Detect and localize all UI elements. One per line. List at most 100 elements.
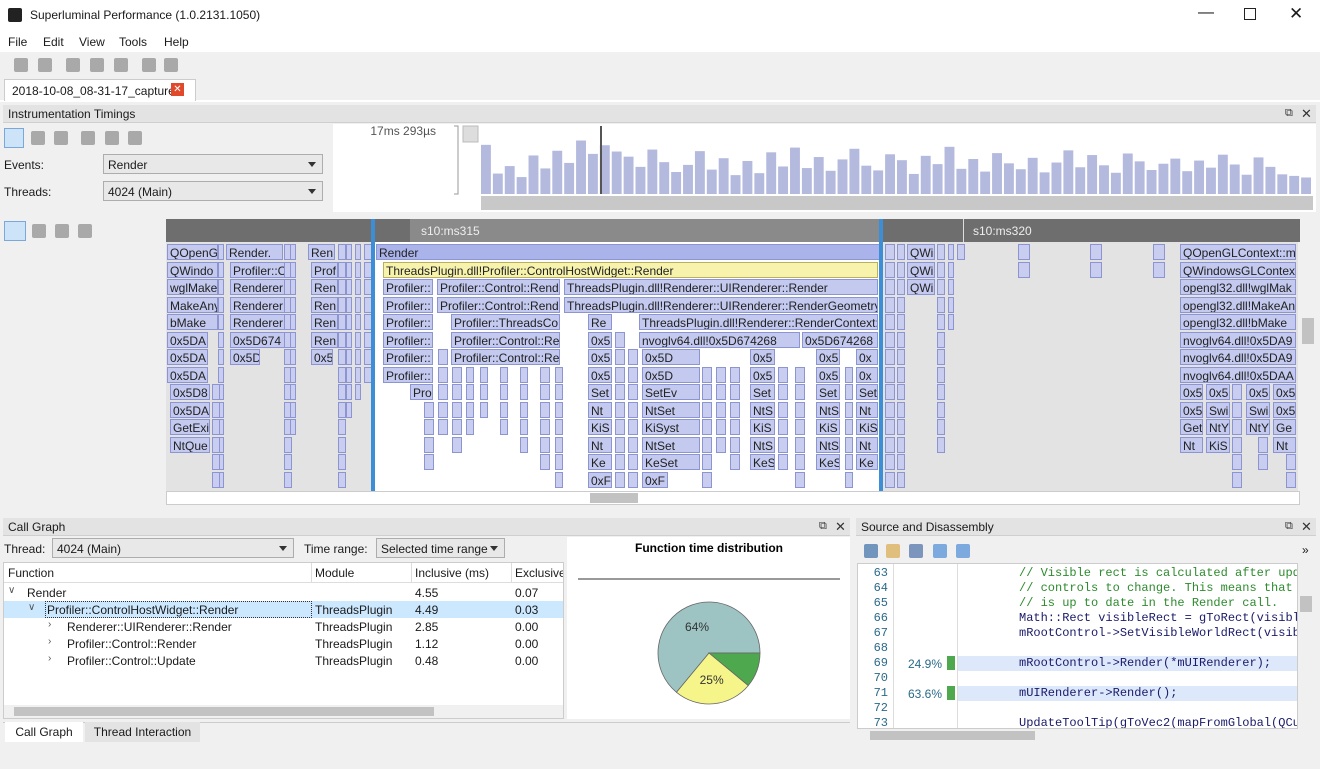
event-block[interactable] xyxy=(500,401,508,418)
event-block[interactable] xyxy=(937,419,945,435)
event-block[interactable] xyxy=(795,436,805,453)
pie-slice[interactable] xyxy=(657,601,761,693)
event-block[interactable] xyxy=(540,454,550,470)
event-block[interactable] xyxy=(338,296,346,313)
event-block[interactable]: KiS xyxy=(816,419,840,435)
event-block[interactable] xyxy=(346,244,352,260)
event-block[interactable]: 0x5D674268 xyxy=(802,331,878,348)
event-block[interactable] xyxy=(338,349,346,365)
event-block[interactable] xyxy=(716,419,726,435)
event-block[interactable]: NtSet xyxy=(642,401,700,418)
event-block[interactable] xyxy=(628,419,638,435)
event-block[interactable] xyxy=(937,279,945,295)
column-header[interactable]: Module xyxy=(315,566,355,580)
event-block[interactable] xyxy=(284,454,292,470)
event-block[interactable]: 0x xyxy=(856,349,878,365)
event-block[interactable] xyxy=(937,261,945,278)
event-block[interactable] xyxy=(290,331,296,348)
event-block[interactable] xyxy=(730,366,740,383)
event-block[interactable]: Nt xyxy=(1273,436,1296,453)
event-block[interactable]: Ren xyxy=(311,296,338,313)
event-block[interactable] xyxy=(937,296,945,313)
event-block[interactable] xyxy=(702,454,712,470)
menu-item[interactable]: Tools xyxy=(119,35,148,49)
event-block[interactable] xyxy=(937,366,945,383)
event-block[interactable]: KiS xyxy=(1206,436,1230,453)
toolbar-button[interactable] xyxy=(114,58,128,72)
event-block[interactable] xyxy=(702,471,712,488)
event-block[interactable] xyxy=(466,419,474,435)
event-block[interactable] xyxy=(885,401,895,418)
event-block[interactable]: Profiler::Control::Re xyxy=(451,331,560,348)
function-name[interactable]: Profiler::Control::Render xyxy=(67,637,197,651)
event-block[interactable] xyxy=(290,419,296,435)
event-block[interactable]: bMake xyxy=(167,314,218,330)
event-block[interactable] xyxy=(615,419,625,435)
event-block[interactable] xyxy=(845,454,853,470)
event-block[interactable] xyxy=(284,436,292,453)
event-block[interactable]: 0x5 xyxy=(311,349,333,365)
event-block[interactable] xyxy=(452,436,462,453)
expander[interactable]: ∨ xyxy=(28,602,36,613)
event-block[interactable] xyxy=(615,331,625,348)
pie-slice[interactable] xyxy=(707,652,761,687)
event-block[interactable]: 0x5DA xyxy=(167,349,208,365)
event-block[interactable] xyxy=(212,419,220,435)
event-block[interactable]: NtS xyxy=(816,436,840,453)
event-block[interactable]: 0x5 xyxy=(1180,384,1203,400)
event-block[interactable] xyxy=(212,384,220,400)
event-block[interactable] xyxy=(338,419,346,435)
event-block[interactable]: Set xyxy=(856,384,878,400)
sort-tool[interactable] xyxy=(105,131,119,145)
event-block[interactable] xyxy=(500,419,508,435)
event-block[interactable] xyxy=(346,296,352,313)
float-button[interactable]: ⧉ xyxy=(819,520,827,532)
event-block[interactable]: GetExi xyxy=(170,419,210,435)
event-block[interactable] xyxy=(615,436,625,453)
event-block[interactable] xyxy=(948,314,954,330)
event-block[interactable] xyxy=(795,366,805,383)
event-block[interactable] xyxy=(1018,261,1030,278)
tab-label[interactable]: 2018-10-08_08-31-17_capture xyxy=(12,84,175,98)
event-block[interactable] xyxy=(615,401,625,418)
event-block[interactable] xyxy=(730,419,740,435)
event-block[interactable] xyxy=(438,384,448,400)
event-block[interactable]: Set xyxy=(816,384,840,400)
event-block[interactable]: Set xyxy=(750,384,775,400)
event-block[interactable] xyxy=(885,471,895,488)
event-block[interactable]: nvoglv64.dll!0x5DAA xyxy=(1180,366,1296,383)
event-block[interactable] xyxy=(897,419,905,435)
event-block[interactable]: Swi xyxy=(1206,401,1230,418)
tree-tool[interactable] xyxy=(128,131,142,145)
event-block[interactable] xyxy=(338,384,346,400)
event-block[interactable] xyxy=(338,401,346,418)
toolbar-button[interactable] xyxy=(38,58,52,72)
bottom-tab[interactable]: Call Graph xyxy=(5,722,83,742)
event-block[interactable] xyxy=(290,384,296,400)
event-block[interactable] xyxy=(885,261,895,278)
event-block[interactable] xyxy=(284,471,292,488)
event-block[interactable] xyxy=(346,314,352,330)
event-block[interactable]: nvoglv64.dll!0x5DA9 xyxy=(1180,331,1296,348)
event-block[interactable] xyxy=(520,384,528,400)
event-block[interactable] xyxy=(716,384,726,400)
event-block[interactable] xyxy=(466,384,474,400)
event-block[interactable]: NtS xyxy=(816,401,840,418)
event-block[interactable]: 0x5DA xyxy=(167,366,208,383)
pan-tool[interactable] xyxy=(55,224,69,238)
event-block[interactable] xyxy=(346,279,352,295)
event-block[interactable] xyxy=(778,384,788,400)
close-button[interactable]: ✕ xyxy=(1289,4,1304,23)
event-block[interactable] xyxy=(1258,454,1268,470)
event-block[interactable] xyxy=(615,471,625,488)
event-block[interactable]: 0x5D xyxy=(642,349,700,365)
event-block[interactable]: opengl32.dll!bMake xyxy=(1180,314,1296,330)
event-block[interactable] xyxy=(1090,244,1102,260)
event-block[interactable] xyxy=(628,349,638,365)
event-block[interactable] xyxy=(615,349,625,365)
event-block[interactable] xyxy=(540,436,550,453)
event-block[interactable] xyxy=(897,279,905,295)
event-block[interactable] xyxy=(937,331,945,348)
event-block[interactable]: Render. xyxy=(226,244,283,260)
function-name[interactable]: Profiler::Control::Update xyxy=(67,654,196,668)
